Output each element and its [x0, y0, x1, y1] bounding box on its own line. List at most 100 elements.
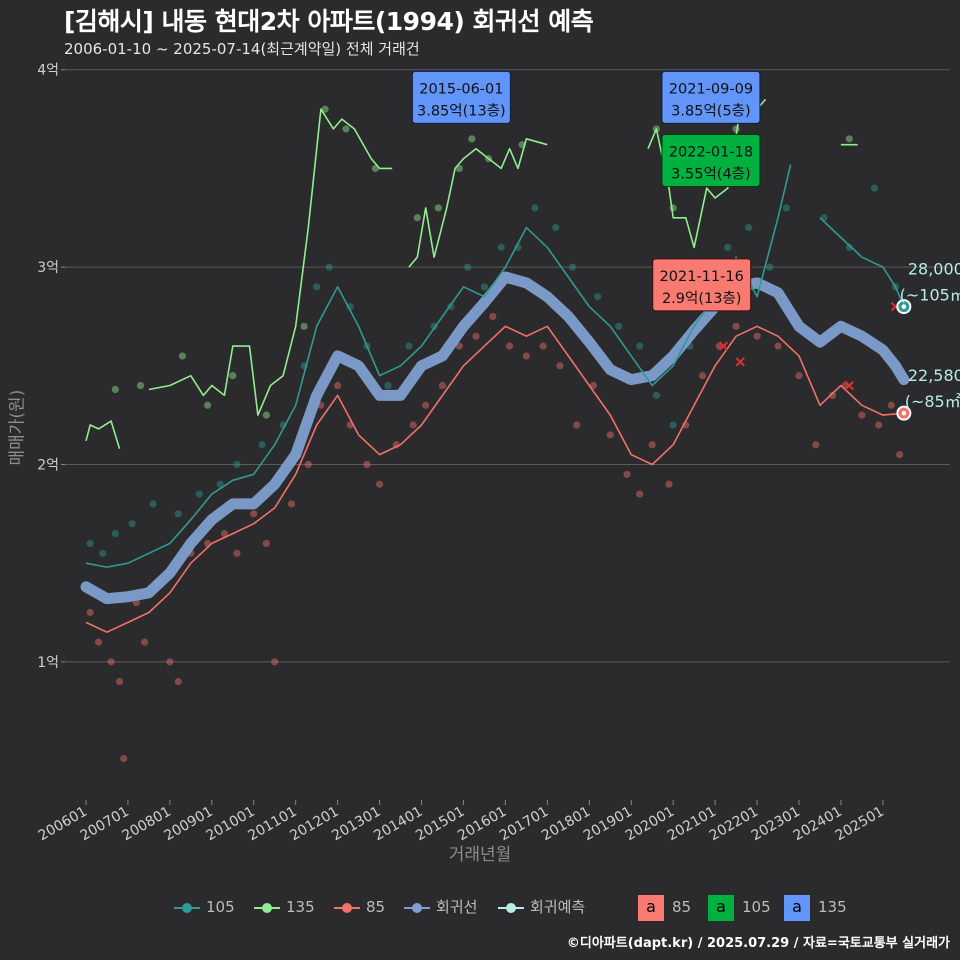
scatter-point-105 — [636, 342, 644, 350]
forecast-label-85: 22,580 — [908, 366, 960, 385]
scatter-point-85 — [522, 352, 530, 360]
series-line-회귀선 — [80, 271, 910, 605]
scatter-point-85 — [422, 401, 430, 409]
annotation-box: 2021-09-09 3.85억(5층) — [661, 70, 761, 124]
x-tick-label: 202501 — [833, 804, 887, 845]
scatter-point-85 — [795, 372, 803, 380]
legend-item-forecast: 회귀예측 — [498, 892, 585, 922]
annotation-date: 2015-06-01 — [419, 81, 503, 97]
scatter-point-85 — [648, 441, 656, 449]
scatter-point-105 — [384, 381, 392, 390]
scatter-point-105 — [480, 283, 489, 291]
series-line-105 — [819, 217, 905, 307]
scatter-point-105 — [615, 322, 623, 330]
legend-box-85-swatch: a — [638, 894, 664, 921]
scatter-point-85 — [409, 421, 417, 429]
scatter-point-105 — [86, 539, 94, 548]
legend-key-105-icon — [174, 902, 200, 913]
scatter-point-105 — [313, 283, 321, 291]
scatter-point-85 — [858, 411, 866, 419]
scatter-point-85 — [505, 342, 514, 350]
source-caption: ©디아파트(dapt.kr) / 2025.07.29 / 자료=국토교통부 실… — [566, 936, 950, 951]
scatter-point-135 — [468, 135, 476, 143]
scatter-point-105 — [782, 204, 791, 212]
scatter-point-105 — [325, 263, 333, 271]
scatter-point-85 — [875, 421, 883, 429]
scatter-point-85 — [556, 362, 564, 370]
scatter-point-105 — [845, 243, 853, 251]
scatter-point-85 — [665, 480, 673, 488]
scatter-point-105 — [111, 529, 119, 538]
annotation-value: 2.9억(13층) — [662, 290, 742, 307]
scatter-point-135 — [136, 381, 145, 390]
scatter-point-105 — [552, 224, 560, 232]
scatter-point-135 — [111, 385, 119, 394]
scatter-point-85 — [438, 381, 447, 390]
y-tick-label: 3억 — [37, 260, 59, 276]
legend-label-135: 135 — [286, 898, 315, 916]
scatter-point-85 — [166, 658, 174, 666]
scatter-point-85 — [287, 500, 296, 508]
annotation-date: 2021-11-16 — [660, 269, 744, 285]
y-axis-label: 매매가(원) — [7, 389, 28, 466]
scatter-point-85 — [262, 539, 270, 548]
series-line-135 — [85, 420, 121, 449]
scatter-point-135 — [342, 125, 350, 133]
legend-box-135-swatch: a — [784, 894, 810, 921]
cross-mark — [718, 341, 729, 351]
scatter-point-85 — [539, 342, 547, 350]
legend-label-regression: 회귀선 — [436, 898, 478, 916]
annotation-value: 3.55억(4층) — [671, 166, 751, 183]
y-axis-ticks: 1억 2억 3억 4억 — [37, 63, 65, 671]
scatter-point-135 — [434, 204, 442, 212]
scatter-point-135 — [204, 401, 212, 409]
legend-item-135: 135 — [254, 892, 315, 922]
cross-mark — [735, 357, 745, 367]
legend-item-105: 105 — [174, 892, 235, 922]
legend-box-135-label: 135 — [818, 898, 847, 916]
scatter-point-85 — [732, 322, 740, 330]
annotation-background — [661, 134, 761, 187]
scatter-point-105 — [766, 263, 774, 271]
series-line-105 — [85, 164, 792, 568]
scatter-point-85 — [141, 638, 149, 646]
scatter-point-85 — [896, 451, 904, 459]
scatter-point-105 — [594, 293, 602, 301]
legend-box-135: a 135 — [784, 892, 847, 922]
annotation-background — [652, 258, 752, 312]
scatter-point-85 — [250, 510, 258, 518]
forecast-sublabel-85: (~85㎡) — [905, 392, 960, 411]
gridlines — [65, 69, 950, 663]
legend-key-85-icon — [334, 902, 360, 913]
scatter-point-85 — [698, 372, 707, 380]
annotation-background — [411, 70, 511, 124]
scatter-point-85 — [636, 490, 644, 498]
legend-label-forecast: 회귀예측 — [530, 898, 586, 916]
annotation-value: 3.85억(13층) — [417, 102, 506, 119]
scatter-point-105 — [174, 510, 182, 518]
legend-key-regression-icon — [404, 902, 430, 913]
scatter-point-85 — [120, 754, 128, 763]
scatter-point-135 — [321, 105, 329, 113]
annotation-date: 2022-01-18 — [669, 145, 753, 161]
scatter-point-85 — [774, 342, 782, 350]
forecast-marker-center — [901, 410, 907, 416]
scatter-point-105 — [568, 263, 577, 271]
scatter-point-105 — [195, 490, 203, 498]
scatter-point-85 — [606, 431, 614, 439]
scatter-point-105 — [149, 500, 157, 508]
scatter-point-105 — [652, 391, 660, 399]
series-lines — [80, 98, 910, 633]
scatter-point-135 — [845, 135, 853, 143]
chart-title: [김해시] 내동 현대2차 아파트(1994) 회귀선 예측 — [64, 7, 594, 36]
scatter-point-85 — [304, 460, 312, 469]
x-axis-label: 거래년월 — [448, 845, 512, 865]
x-axis-ticks: 2006012007012008012009012010012011012012… — [36, 800, 887, 844]
chart-subtitle: 2006-01-10 ~ 2025-07-14(최근계약일) 전체 거래건 — [64, 40, 420, 58]
scatter-point-105 — [216, 480, 224, 488]
series-line-85 — [85, 325, 904, 633]
scatter-point-85 — [94, 638, 103, 646]
scatter-point-105 — [233, 460, 241, 469]
scatter-point-85 — [812, 441, 820, 449]
scatter-point-85 — [623, 470, 631, 478]
